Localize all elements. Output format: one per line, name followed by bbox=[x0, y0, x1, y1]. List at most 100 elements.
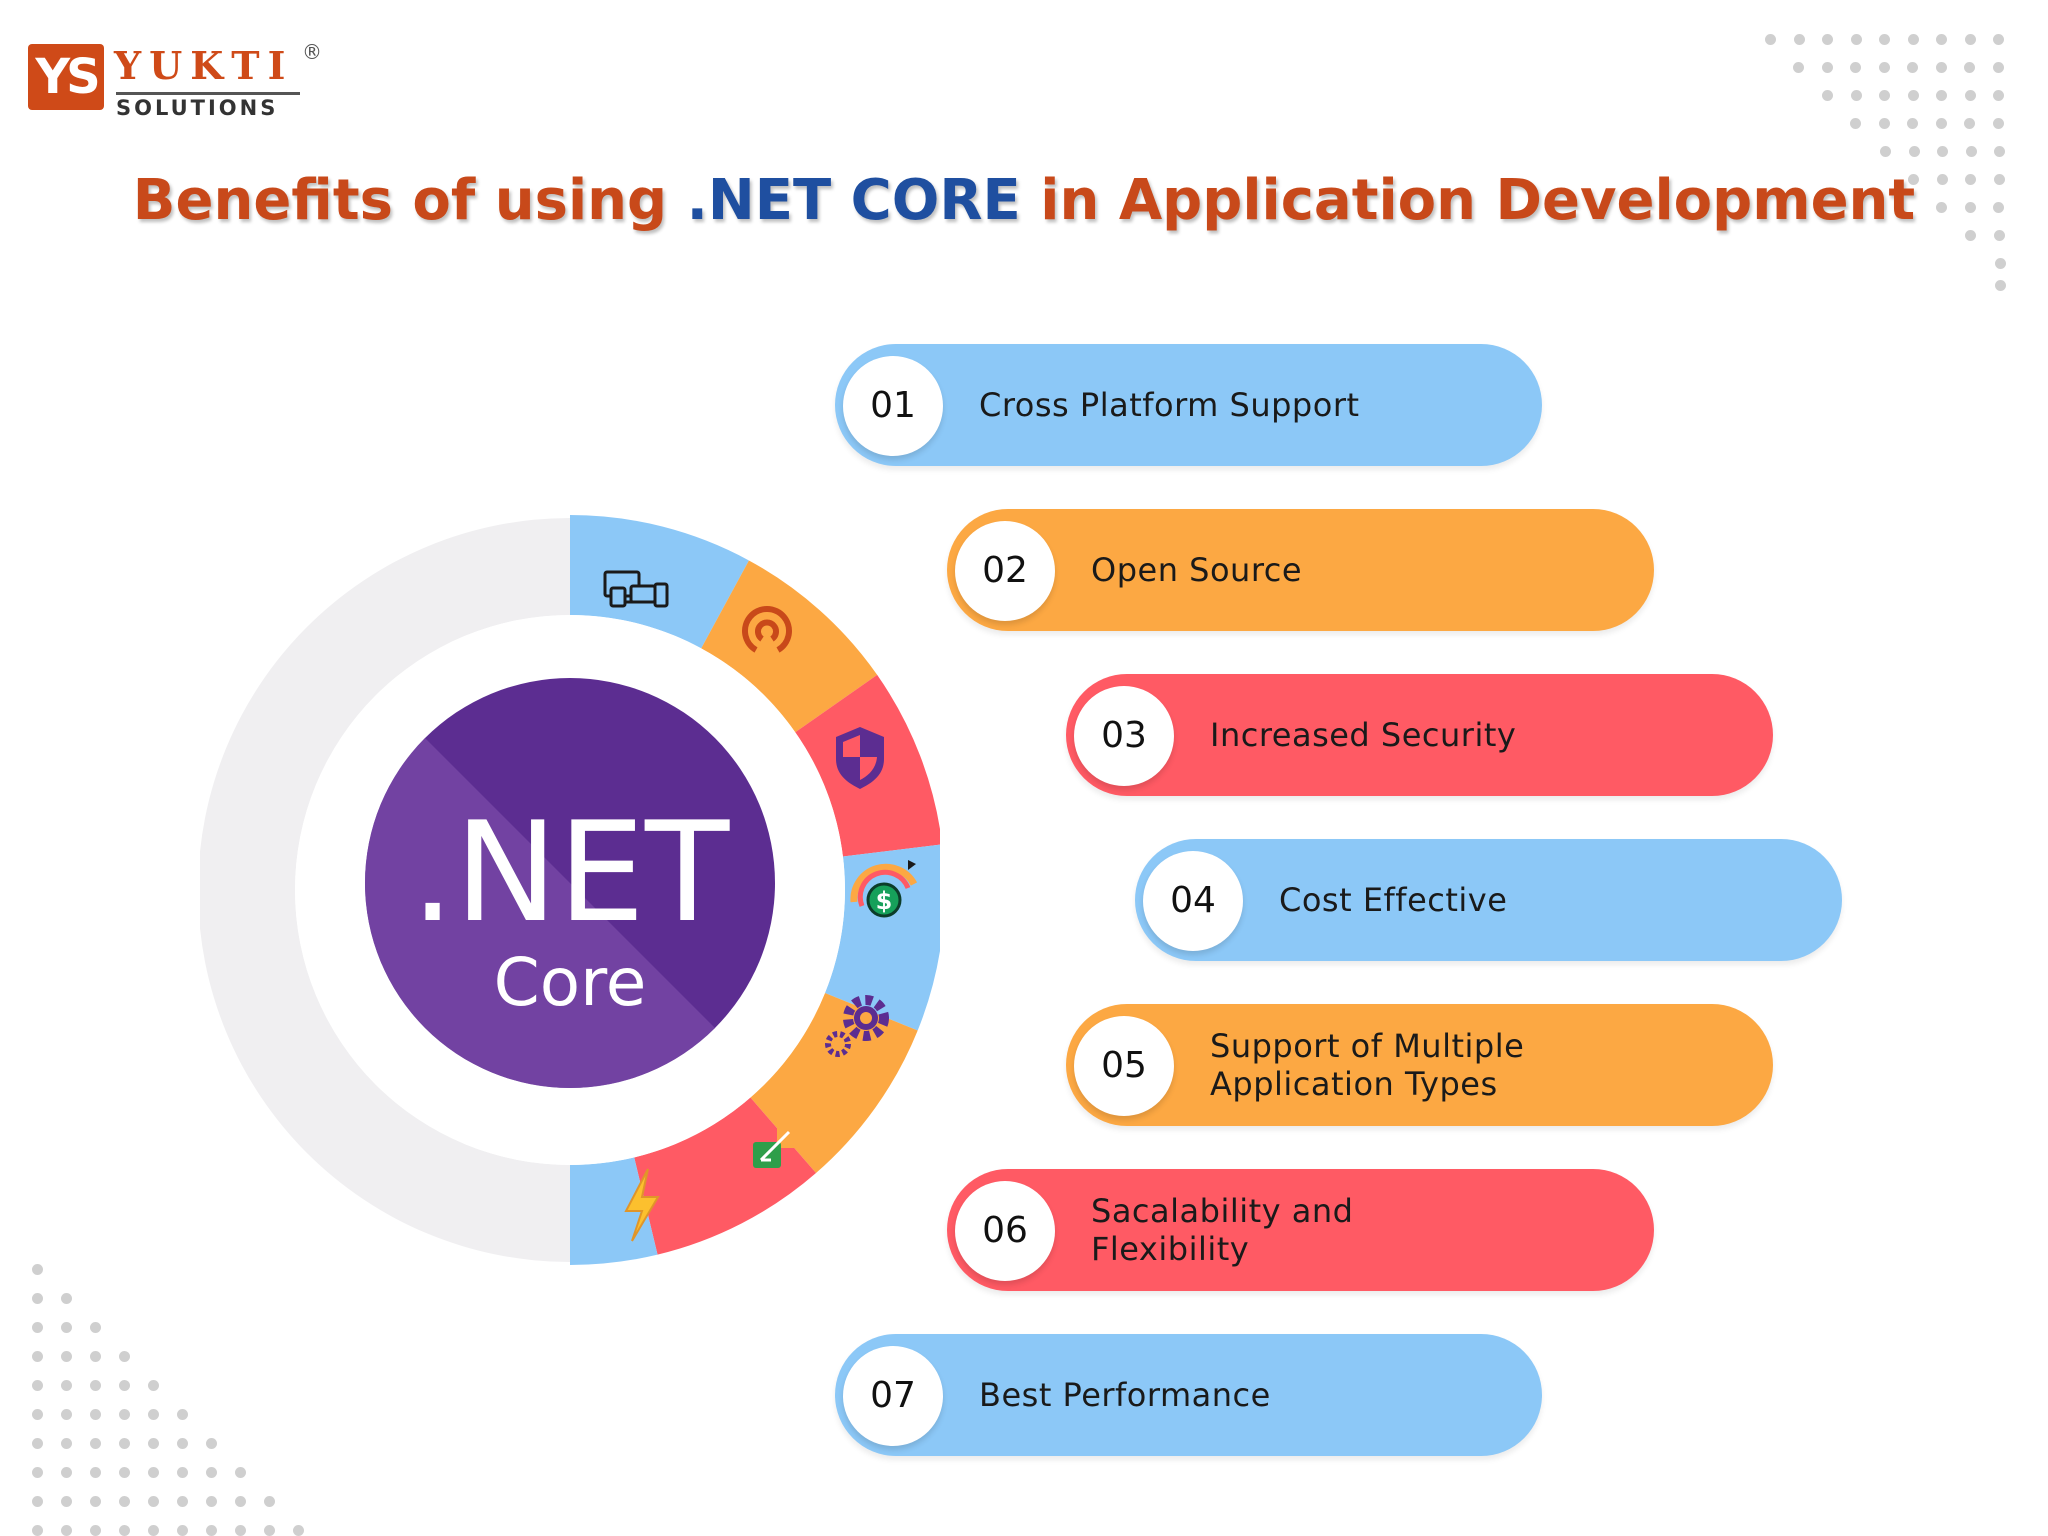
decorative-dot bbox=[32, 1351, 43, 1362]
decorative-dot bbox=[206, 1438, 217, 1449]
decorative-dot bbox=[1878, 118, 1890, 129]
benefit-item: 07 Best Performance bbox=[835, 1334, 1542, 1456]
decorative-dot bbox=[90, 1525, 101, 1536]
decorative-dot bbox=[1822, 34, 1833, 45]
benefit-label: Sacalability and Flexibility bbox=[1091, 1192, 1354, 1268]
decorative-dot bbox=[1964, 202, 1976, 213]
lightning-icon bbox=[624, 1168, 660, 1242]
decorative-dot bbox=[32, 1438, 43, 1449]
decorative-dot bbox=[177, 1438, 188, 1449]
title-highlight: .NET CORE bbox=[686, 168, 1021, 233]
decorative-dot bbox=[61, 1322, 72, 1333]
decorative-dot bbox=[119, 1438, 130, 1449]
decorative-dot bbox=[61, 1467, 72, 1478]
net-text: .NET bbox=[411, 792, 730, 953]
benefit-item: 04 Cost Effective bbox=[1135, 839, 1842, 961]
wheel-segment-6 bbox=[634, 1097, 817, 1255]
benefit-item: 05 Support of Multiple Application Types bbox=[1066, 1004, 1773, 1126]
decorative-dot bbox=[61, 1409, 72, 1420]
decorative-dot bbox=[1936, 34, 1947, 45]
decorative-dot bbox=[235, 1496, 246, 1507]
title-prefix: Benefits of using bbox=[132, 168, 687, 233]
logo-mark: YS bbox=[28, 44, 104, 110]
decorative-dot bbox=[1793, 62, 1804, 73]
decorative-dot bbox=[1935, 118, 1947, 129]
decorative-dot bbox=[1993, 90, 2004, 101]
decorative-dot bbox=[1965, 146, 1977, 157]
decorative-dot bbox=[61, 1525, 72, 1536]
benefit-label: Cost Effective bbox=[1279, 881, 1508, 919]
decorative-dot bbox=[90, 1351, 101, 1362]
decorative-dot bbox=[177, 1496, 188, 1507]
svg-text:$: $ bbox=[876, 887, 893, 915]
benefit-label: Cross Platform Support bbox=[979, 386, 1360, 424]
logo-highlight bbox=[364, 738, 715, 1089]
benefit-number: 05 bbox=[1074, 1016, 1174, 1116]
decorative-dot bbox=[1992, 118, 2004, 129]
company-logo: YS YUKTI ® SOLUTIONS bbox=[28, 40, 328, 120]
decorative-dot bbox=[1822, 90, 1833, 101]
decorative-dot bbox=[148, 1438, 159, 1449]
decorative-dot bbox=[32, 1293, 43, 1304]
benefit-number: 04 bbox=[1143, 851, 1243, 951]
decorative-dot bbox=[119, 1496, 130, 1507]
decorative-dot bbox=[177, 1525, 188, 1536]
benefit-number: 06 bbox=[955, 1181, 1055, 1281]
decorative-dot bbox=[32, 1380, 43, 1391]
decorative-dot bbox=[1993, 34, 2004, 45]
decorative-dot bbox=[32, 1322, 43, 1333]
decorative-dot bbox=[1878, 62, 1890, 73]
decorative-dot bbox=[90, 1438, 101, 1449]
decorative-dot bbox=[32, 1496, 43, 1507]
benefit-number: 02 bbox=[955, 521, 1055, 621]
decorative-dot bbox=[1793, 34, 1805, 45]
benefit-number: 03 bbox=[1074, 686, 1174, 786]
logo-divider bbox=[116, 92, 300, 95]
decorative-dot bbox=[264, 1496, 275, 1507]
decorative-dot bbox=[1765, 34, 1776, 45]
decorative-dot bbox=[1850, 90, 1862, 101]
decorative-dot bbox=[1880, 146, 1891, 157]
decorative-dot bbox=[1993, 174, 2005, 185]
decorative-dot bbox=[61, 1438, 72, 1449]
benefit-item: 06 Sacalability and Flexibility bbox=[947, 1169, 1654, 1291]
decorative-dot bbox=[32, 1525, 43, 1536]
decorative-dot bbox=[119, 1380, 130, 1391]
decorative-dot bbox=[235, 1525, 246, 1536]
decorative-dot bbox=[206, 1467, 217, 1478]
benefit-label: Best Performance bbox=[979, 1376, 1271, 1414]
decorative-dot bbox=[90, 1496, 101, 1507]
decorative-dot bbox=[61, 1496, 72, 1507]
decorative-dot bbox=[1992, 62, 2004, 73]
wheel-segment-7 bbox=[570, 1157, 658, 1265]
decorative-dot bbox=[1850, 34, 1862, 45]
decorative-dot bbox=[1935, 62, 1947, 73]
wheel-background-arc bbox=[200, 518, 570, 1262]
wheel-segment-1 bbox=[570, 515, 749, 649]
decorative-dot bbox=[1907, 118, 1918, 129]
decorative-dot bbox=[32, 1264, 43, 1275]
decorative-dot bbox=[1907, 62, 1918, 73]
core-text: Core bbox=[494, 944, 647, 1021]
decorative-dot bbox=[1995, 280, 2006, 291]
decorative-dot bbox=[177, 1467, 188, 1478]
decorative-dot bbox=[206, 1496, 217, 1507]
decorative-dot bbox=[1821, 62, 1833, 73]
benefit-item: 03 Increased Security bbox=[1066, 674, 1773, 796]
decorative-dot bbox=[1994, 146, 2005, 157]
wheel-segment-2 bbox=[701, 560, 878, 733]
decorative-dot bbox=[148, 1409, 159, 1420]
benefit-label: Support of Multiple Application Types bbox=[1210, 1027, 1525, 1103]
decorative-dot bbox=[1964, 118, 1975, 129]
benefit-item: 01 Cross Platform Support bbox=[835, 344, 1542, 466]
decorative-dot bbox=[1993, 230, 2005, 241]
decorative-dot bbox=[1907, 90, 1919, 101]
shield-icon bbox=[836, 727, 884, 789]
decorative-dot bbox=[148, 1380, 159, 1391]
page-title: Benefits of using .NET CORE in Applicati… bbox=[0, 168, 2048, 233]
decorative-dot bbox=[1907, 34, 1919, 45]
decorative-dot bbox=[148, 1467, 159, 1478]
gears-icon bbox=[825, 995, 889, 1057]
benefit-number: 01 bbox=[843, 356, 943, 456]
logo-name: YUKTI bbox=[114, 43, 294, 88]
